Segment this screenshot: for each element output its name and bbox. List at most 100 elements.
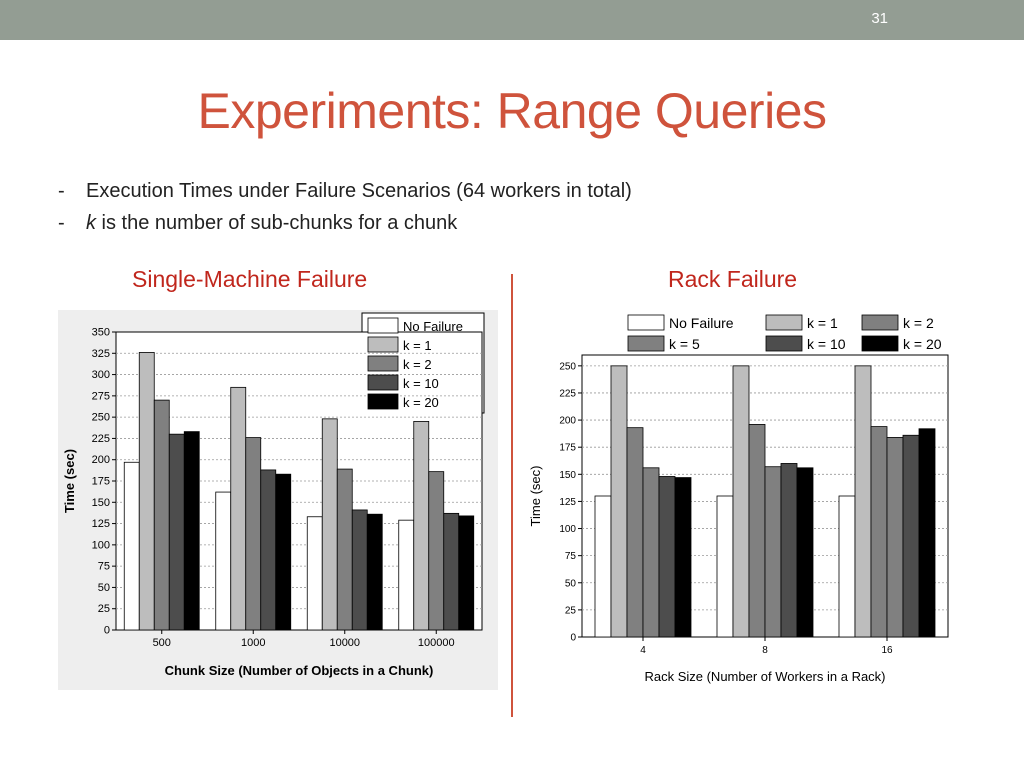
bar xyxy=(658,476,676,638)
bullet-item: - k is the number of sub-chunks for a ch… xyxy=(58,207,632,239)
bar xyxy=(168,433,185,631)
bar xyxy=(902,434,920,638)
legend-label: No Failure xyxy=(669,315,734,331)
legend-label: k = 5 xyxy=(669,336,700,352)
y-tick-label: 225 xyxy=(559,388,576,399)
bar xyxy=(780,463,798,638)
bullet-list: - Execution Times under Failure Scenario… xyxy=(58,175,632,239)
bar xyxy=(594,495,612,638)
bar xyxy=(260,469,277,631)
x-tick-label: 16 xyxy=(881,645,893,656)
y-tick-label: 50 xyxy=(565,578,577,589)
y-tick-label: 300 xyxy=(92,369,110,381)
x-tick-label: 8 xyxy=(762,645,768,656)
y-tick-label: 75 xyxy=(98,561,110,573)
bar xyxy=(366,513,383,631)
legend-swatch xyxy=(367,355,399,372)
legend-label: k = 20 xyxy=(903,336,942,352)
y-tick-label: 200 xyxy=(559,416,576,427)
bullet-dash: - xyxy=(58,180,65,202)
legend-swatch xyxy=(367,374,399,391)
y-tick-label: 250 xyxy=(92,412,110,424)
legend-swatch xyxy=(861,314,899,331)
bar xyxy=(138,352,155,631)
rack-failure-chart: 0 25 50 75 100 125 150 175 200 225 250 4 8 16 Rack Siz… xyxy=(528,314,949,684)
bar xyxy=(610,365,628,638)
left-chart-title: Single-Machine Failure xyxy=(132,266,368,292)
y-tick-label: 275 xyxy=(92,390,110,402)
y-tick-label: 100 xyxy=(559,524,576,535)
legend-swatch xyxy=(367,317,399,334)
y-tick-label: 100 xyxy=(92,539,110,551)
x-axis-label: Rack Size (Number of Workers in a Rack) xyxy=(644,669,885,684)
bar xyxy=(230,386,247,631)
legend-label: k = 2 xyxy=(403,357,432,372)
legend-label: k = 10 xyxy=(403,376,439,391)
bar xyxy=(854,365,872,638)
y-tick-label: 350 xyxy=(92,327,110,339)
y-tick-label: 125 xyxy=(92,518,110,530)
y-tick-label: 0 xyxy=(570,633,576,644)
bar xyxy=(306,516,323,631)
top-bar: 31 xyxy=(0,0,1024,40)
y-axis-label: Time (sec) xyxy=(62,449,77,513)
bar xyxy=(764,466,782,638)
bar xyxy=(183,431,200,631)
bar xyxy=(428,471,445,631)
legend-label: k = 10 xyxy=(807,336,846,352)
bullet-italic-k: k xyxy=(86,212,96,234)
bar xyxy=(870,426,888,638)
bar xyxy=(351,509,368,631)
y-tick-label: 175 xyxy=(559,443,576,454)
y-tick-label: 25 xyxy=(98,603,110,615)
slide-number: 31 xyxy=(871,10,888,27)
legend-swatch xyxy=(765,314,803,331)
x-tick-label: 10000 xyxy=(329,637,360,649)
bar xyxy=(748,424,766,638)
x-tick-label: 500 xyxy=(153,637,171,649)
legend-swatch xyxy=(627,335,665,352)
bar xyxy=(245,437,262,631)
y-tick-label: 150 xyxy=(559,470,576,481)
bar xyxy=(275,473,292,631)
bar xyxy=(398,519,415,631)
vertical-divider xyxy=(511,274,513,717)
bar xyxy=(838,495,856,638)
bar xyxy=(732,365,750,638)
x-tick-label: 4 xyxy=(640,645,646,656)
bullet-item: - Execution Times under Failure Scenario… xyxy=(58,175,632,207)
y-tick-label: 325 xyxy=(92,348,110,360)
bar xyxy=(918,428,936,638)
bar xyxy=(215,491,232,631)
legend-swatch xyxy=(627,314,665,331)
legend-label: k = 1 xyxy=(807,315,838,331)
legend-label: k = 20 xyxy=(403,395,439,410)
y-tick-label: 75 xyxy=(565,551,577,562)
bar xyxy=(336,468,353,631)
x-tick-label: 1000 xyxy=(241,637,265,649)
bar xyxy=(443,512,460,631)
bar xyxy=(716,495,734,638)
bullet-dash: - xyxy=(58,212,65,234)
bar xyxy=(642,467,660,638)
y-tick-label: 0 xyxy=(104,625,110,637)
bar xyxy=(796,467,814,638)
y-tick-label: 25 xyxy=(565,605,577,616)
single-machine-failure-chart: 0 25 50 75 100 125 150 175 200 225 250 275 300 325 350… xyxy=(58,310,498,690)
bar xyxy=(626,427,644,638)
x-tick-label: 100000 xyxy=(418,637,455,649)
y-tick-label: 225 xyxy=(92,433,110,445)
y-tick-label: 50 xyxy=(98,582,110,594)
bar xyxy=(123,461,140,631)
legend-swatch xyxy=(367,336,399,353)
right-chart-title: Rack Failure xyxy=(668,266,798,292)
bullet-text: is the number of sub-chunks for a chunk xyxy=(96,212,458,234)
bullet-text: Execution Times under Failure Scenarios … xyxy=(86,180,632,202)
y-axis-label: Time (sec) xyxy=(528,466,543,527)
bar xyxy=(886,437,904,638)
y-tick-label: 175 xyxy=(92,476,110,488)
legend-label: No Failure xyxy=(403,319,463,334)
legend-label: k = 2 xyxy=(903,315,934,331)
legend-label: k = 1 xyxy=(403,338,432,353)
bar xyxy=(674,477,692,638)
